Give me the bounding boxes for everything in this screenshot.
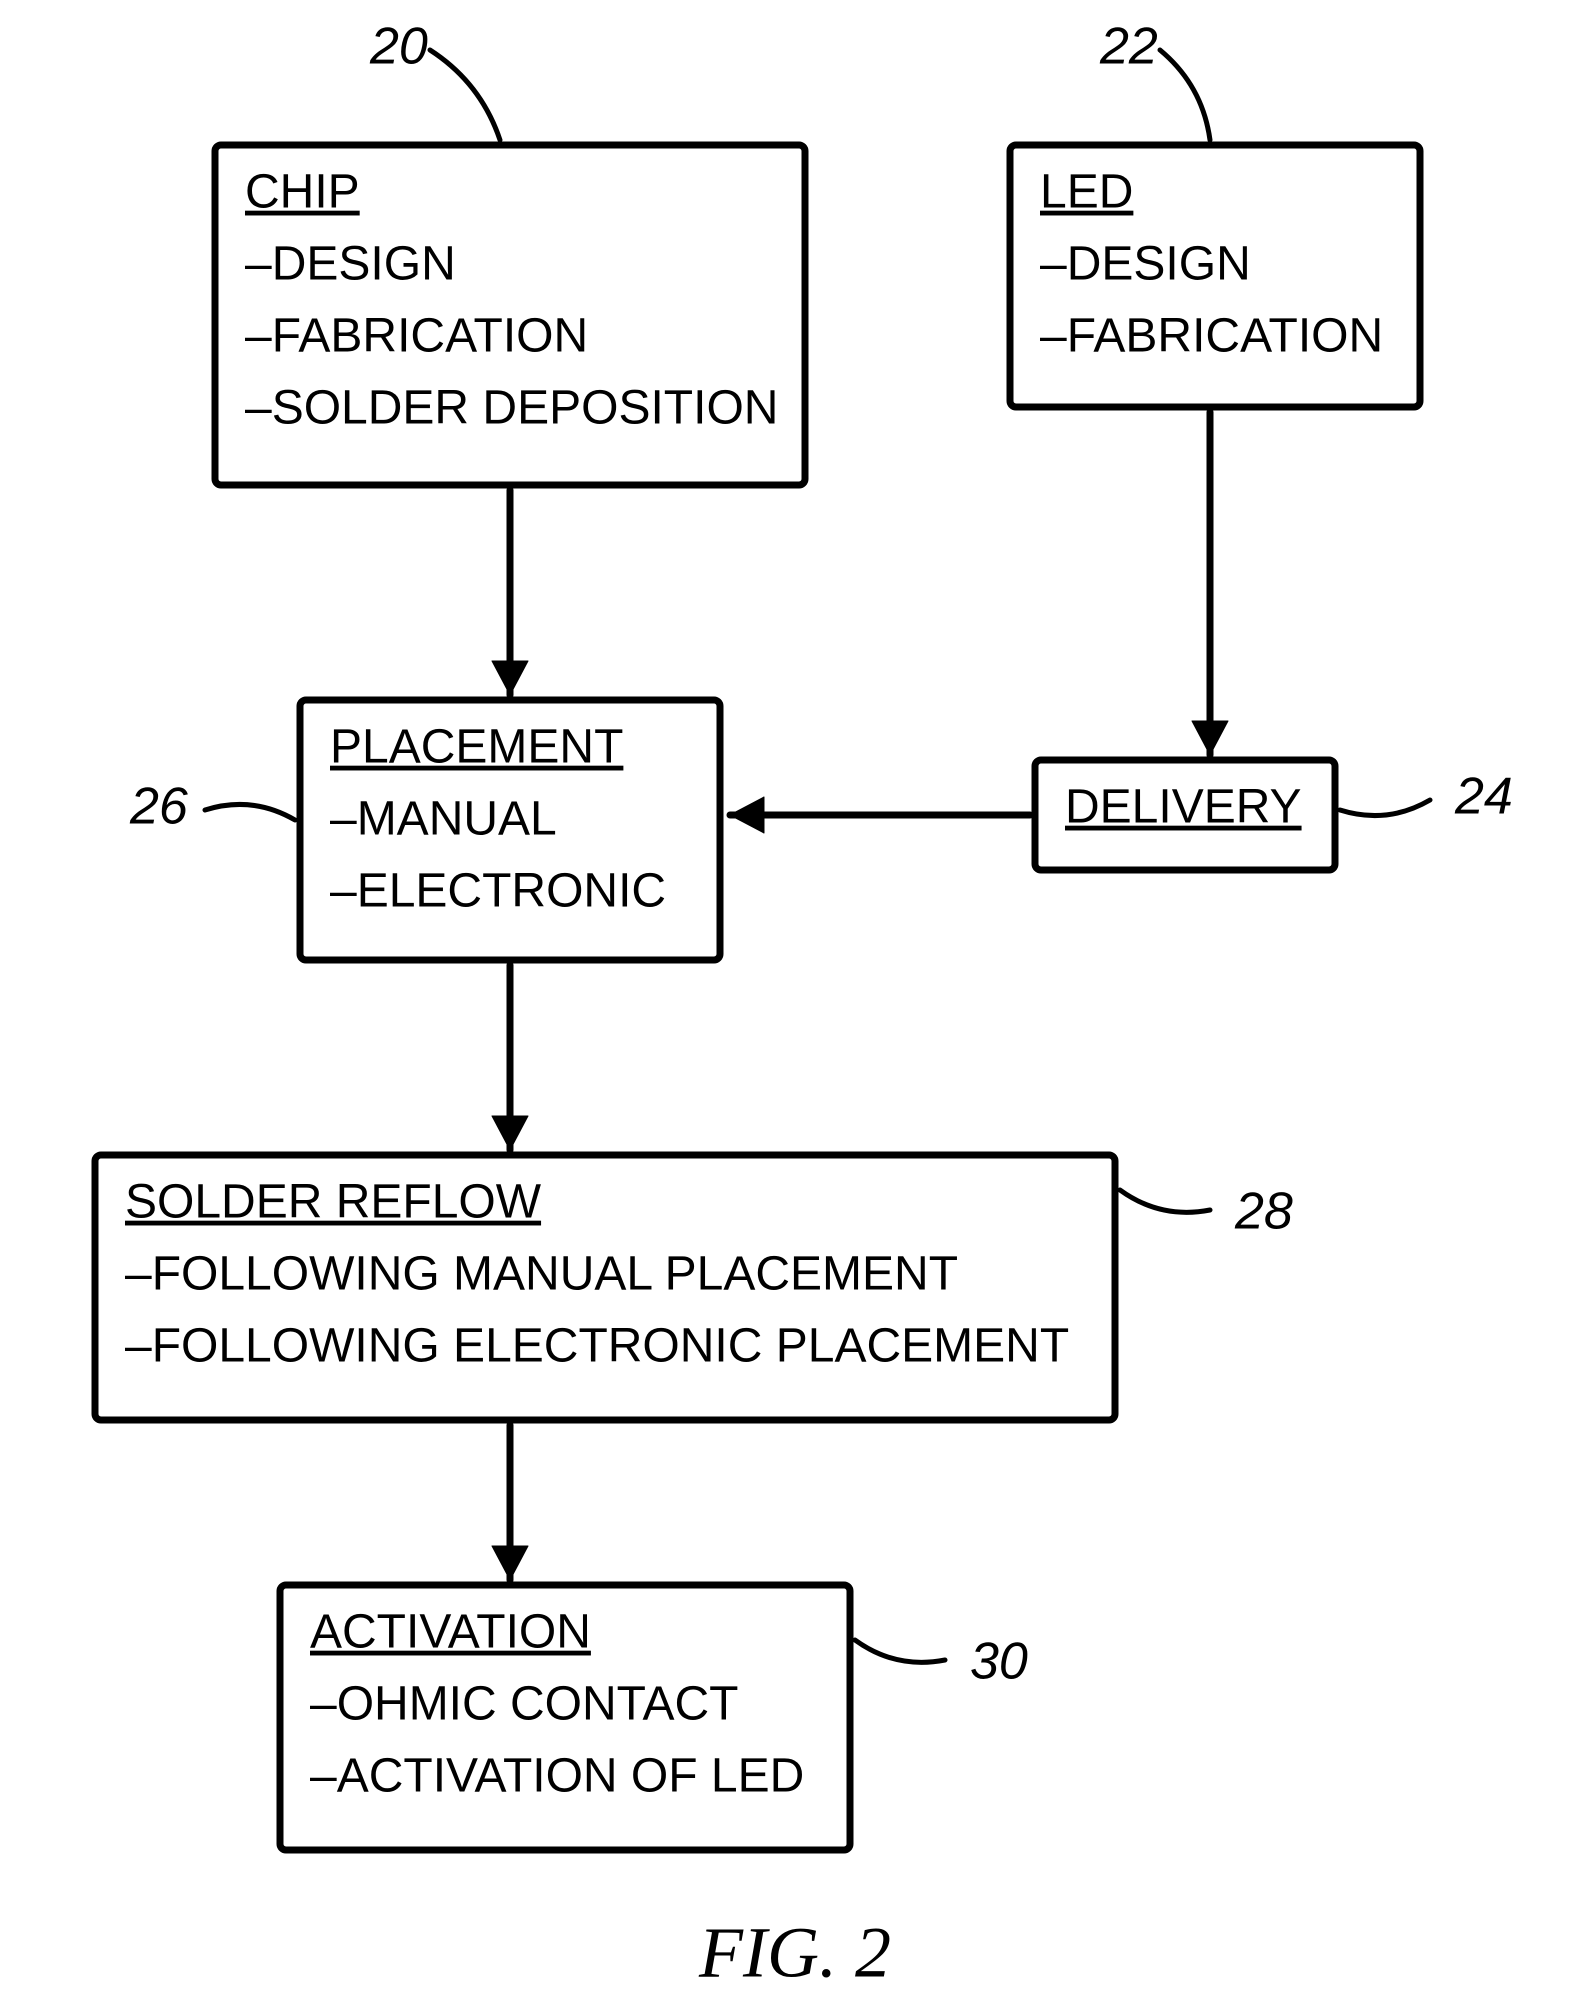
node-placement: PLACEMENT –MANUAL –ELECTRONIC <box>300 700 720 960</box>
edge-arrowhead <box>1192 721 1228 755</box>
node-activation: ACTIVATION –OHMIC CONTACT –ACTIVATION OF L… <box>280 1585 850 1850</box>
reference-leader <box>1340 800 1430 816</box>
node-item: –FOLLOWING MANUAL PLACEMENT <box>125 1248 958 1301</box>
reference-number: 24 <box>1454 768 1513 826</box>
node-item: –DESIGN <box>245 238 456 291</box>
node-chip: CHIP –DESIGN –FABRICATION –SOLDER DEPOSITIO… <box>215 145 805 485</box>
node-title: LED <box>1040 166 1133 219</box>
node-title: CHIP <box>245 166 360 219</box>
reference-leader <box>1160 50 1210 140</box>
node-item: –ELECTRONIC <box>330 865 666 918</box>
node-item: –ACTIVATION OF LED <box>310 1750 804 1803</box>
edge-arrowhead <box>492 661 528 695</box>
node-led: LED –DESIGN –FABRICATION <box>1010 145 1420 407</box>
node-solder: SOLDER REFLOW –FOLLOWING MANUAL PLACEMENT… <box>95 1155 1115 1420</box>
node-item: –OHMIC CONTACT <box>310 1678 738 1731</box>
reference-leader <box>855 1640 945 1662</box>
reference-leader <box>430 50 500 140</box>
edge-arrowhead <box>492 1546 528 1580</box>
reference-number: 22 <box>1099 18 1158 76</box>
node-title: DELIVERY <box>1065 781 1302 834</box>
reference-leader <box>1120 1190 1210 1212</box>
figure-label: FIG. 2 <box>698 1913 891 1993</box>
reference-number: 20 <box>369 18 428 76</box>
node-item: –SOLDER DEPOSITION <box>245 382 778 435</box>
node-item: –FABRICATION <box>1040 310 1383 363</box>
edge-arrowhead <box>730 797 764 833</box>
node-title: ACTIVATION <box>310 1606 591 1659</box>
edge-arrowhead <box>492 1116 528 1150</box>
reference-leader <box>205 804 295 820</box>
node-item: –FABRICATION <box>245 310 588 363</box>
node-item: –MANUAL <box>330 793 557 846</box>
reference-number: 30 <box>970 1633 1028 1691</box>
node-title: PLACEMENT <box>330 721 623 774</box>
node-item: –DESIGN <box>1040 238 1251 291</box>
node-item: –FOLLOWING ELECTRONIC PLACEMENT <box>125 1320 1069 1373</box>
reference-number: 26 <box>129 778 188 836</box>
node-title: SOLDER REFLOW <box>125 1176 542 1229</box>
reference-number: 28 <box>1234 1183 1293 1241</box>
node-delivery: DELIVERY <box>1035 760 1335 870</box>
